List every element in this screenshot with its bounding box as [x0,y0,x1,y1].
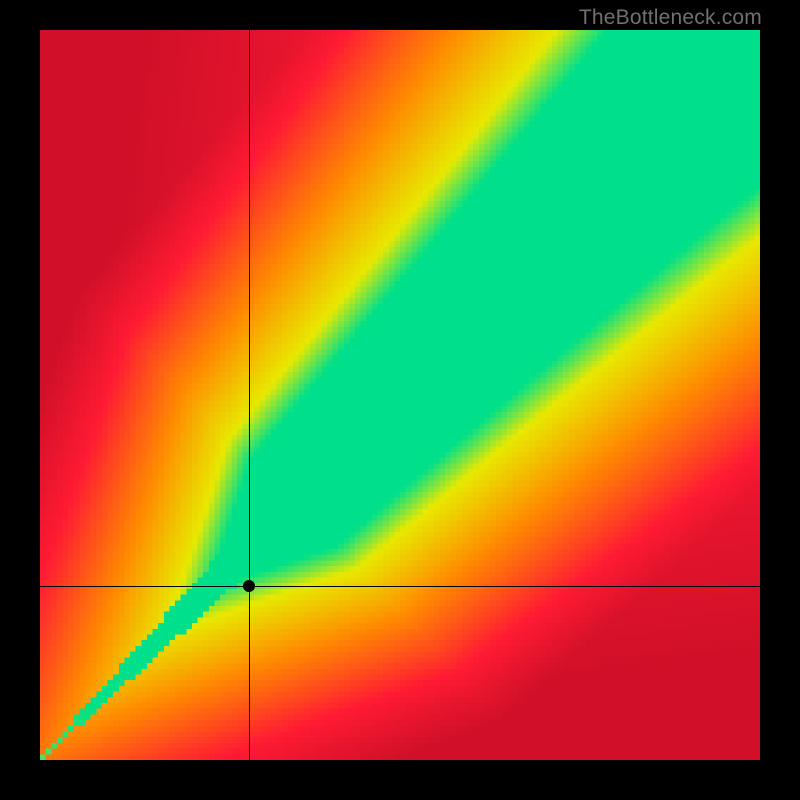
bottleneck-heatmap [40,30,760,760]
crosshair-horizontal [40,586,760,587]
chart-container: TheBottleneck.com [0,0,800,800]
watermark-text: TheBottleneck.com [579,6,762,30]
crosshair-vertical [249,30,250,760]
bottleneck-marker-point [243,580,255,592]
